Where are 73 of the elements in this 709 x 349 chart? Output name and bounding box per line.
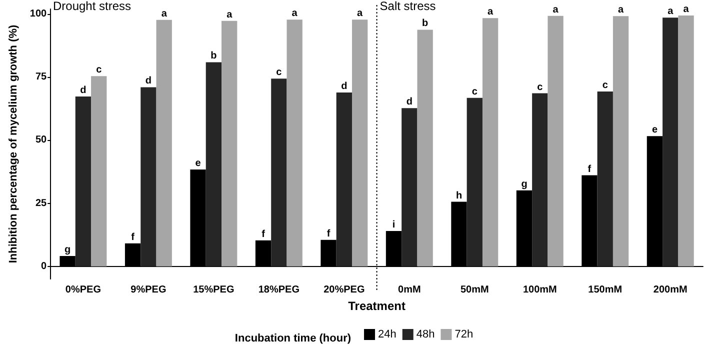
data-label: e: [652, 124, 658, 136]
bar: [91, 76, 107, 266]
data-label: a: [488, 6, 494, 18]
bar: [402, 108, 418, 266]
data-label: c: [276, 67, 282, 78]
legend-label: 24h: [378, 328, 396, 340]
bar: [417, 30, 433, 266]
bar: [156, 20, 172, 266]
data-label: a: [357, 8, 364, 20]
data-label: c: [472, 86, 478, 98]
bar: [271, 78, 287, 266]
data-label: g: [521, 178, 528, 190]
x-tick-label: 0%PEG: [65, 284, 102, 296]
x-tick-label: 9%PEG: [130, 284, 166, 296]
x-tick-label: 20%PEG: [324, 284, 365, 296]
bar: [548, 16, 564, 266]
data-label: a: [552, 4, 559, 16]
data-label: e: [195, 158, 202, 169]
data-label: h: [456, 190, 462, 202]
data-label: d: [341, 81, 348, 92]
bar: [75, 96, 92, 266]
legend-label: 72h: [454, 328, 474, 340]
x-tick-label: 15%PEG: [193, 284, 234, 296]
bar: [612, 16, 629, 266]
data-label: d: [80, 85, 86, 96]
x-tick-label: 100mM: [522, 284, 557, 296]
bar: [482, 18, 498, 266]
y-axis-title: Inhibition percentage of mycelium growth (%): [8, 24, 20, 264]
data-label: a: [161, 8, 168, 20]
y-tick-label: 100: [30, 8, 48, 20]
data-label: a: [226, 9, 233, 20]
bar: [222, 20, 238, 266]
data-label: c: [96, 64, 102, 76]
x-tick-label: 18%PEG: [258, 284, 300, 296]
data-label: c: [602, 80, 608, 92]
bar: [336, 92, 352, 266]
data-label: b: [210, 50, 217, 62]
y-tick-label: 25: [35, 198, 48, 209]
data-label: a: [683, 4, 690, 16]
legend-title: Incubation time (hour): [234, 332, 352, 344]
bar: [532, 93, 548, 266]
data-label: a: [292, 8, 298, 20]
bar: [662, 18, 678, 266]
data-label: f: [588, 164, 592, 175]
x-axis-title: Treatment: [348, 298, 406, 313]
annotation: Salt stress: [380, 0, 436, 13]
data-label: c: [537, 82, 544, 93]
bar: [597, 92, 613, 266]
x-tick-label: 0mM: [398, 284, 421, 296]
bar: [352, 20, 368, 266]
data-label: a: [668, 6, 674, 18]
data-label: d: [145, 76, 152, 87]
data-label: f: [262, 228, 266, 240]
bar: [678, 16, 694, 266]
legend-label: 48h: [416, 328, 435, 340]
y-tick-label: 50: [35, 134, 48, 146]
data-label: a: [618, 4, 624, 16]
data-label: i: [392, 220, 396, 231]
data-label: d: [406, 96, 412, 108]
y-tick-label: 75: [35, 72, 48, 83]
x-tick-label: 50mM: [460, 284, 489, 296]
bar: [286, 20, 302, 266]
annotation: Drought stress: [53, 0, 132, 13]
data-label: f: [326, 228, 331, 240]
data-label: f: [131, 232, 136, 243]
x-tick-label: 150mM: [588, 284, 622, 296]
x-tick-label: 200mM: [653, 284, 688, 296]
bar: [206, 62, 222, 266]
y-tick-label: 0: [41, 260, 48, 272]
data-label: g: [64, 244, 71, 256]
bar: [466, 98, 482, 266]
data-label: b: [422, 18, 428, 30]
bar: [140, 87, 156, 266]
